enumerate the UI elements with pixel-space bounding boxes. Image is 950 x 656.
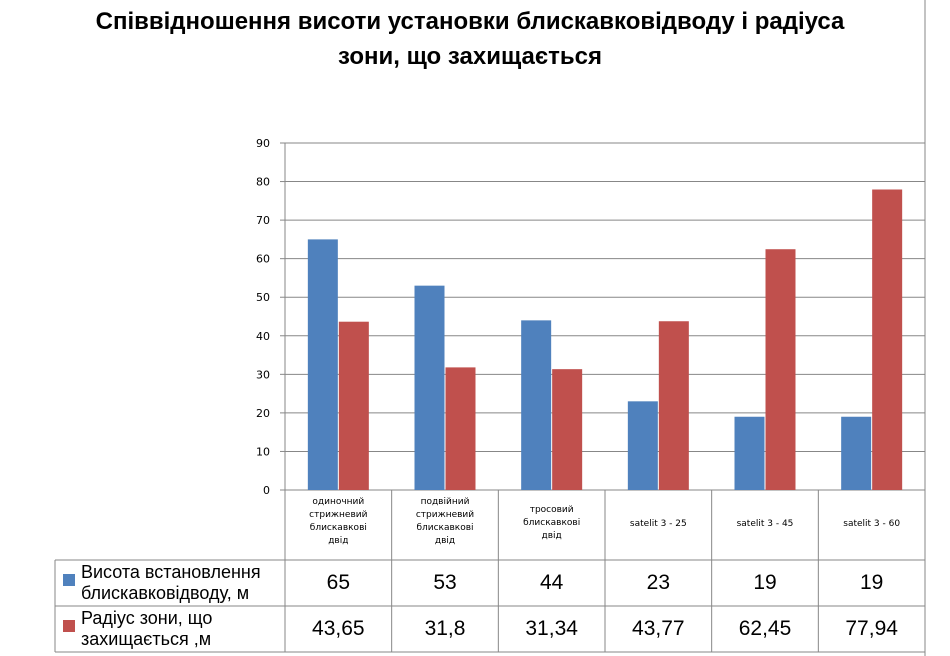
category-label: двід [542, 531, 562, 541]
data-label-series2: 77,94 [845, 617, 898, 640]
legend-label-series2: Радіус зони, що [81, 608, 212, 628]
y-tick-label: 90 [256, 137, 270, 150]
y-tick-label: 70 [256, 214, 270, 227]
bar-series1-3 [521, 320, 552, 490]
y-tick-label: 30 [256, 368, 270, 381]
bar-series1-5 [734, 416, 765, 490]
legend-label-series2: захищається ,м [81, 629, 211, 649]
category-label: стрижневий [309, 510, 367, 520]
data-label-series2: 43,65 [312, 617, 365, 640]
bar-series2-3 [552, 369, 583, 490]
data-label-series1: 53 [433, 571, 456, 594]
y-tick-label: 40 [256, 330, 270, 343]
legend-key-series1 [63, 574, 75, 586]
y-tick-label: 60 [256, 253, 270, 266]
category-label: одиночний [312, 497, 364, 507]
chart-title-line-2: зони, що захищається [338, 43, 602, 70]
data-label-series1: 23 [647, 571, 670, 594]
bar-series1-2 [414, 285, 445, 490]
y-tick-label: 50 [256, 291, 270, 304]
category-label: двід [435, 536, 455, 546]
bar-series2-2 [445, 367, 476, 490]
data-label-series2: 43,77 [632, 617, 685, 640]
category-label: блискавкові [310, 523, 367, 533]
legend-label-series1: блискавковідводу, м [81, 583, 249, 603]
category-label: блискавкові [416, 523, 473, 533]
data-label-series1: 19 [753, 571, 776, 594]
category-label: двід [328, 536, 348, 546]
data-label-series2: 31,34 [525, 617, 578, 640]
chart-title-line-1: Співвідношення висоти установки блискавк… [95, 8, 845, 35]
bar-series2-6 [872, 189, 903, 491]
category-label: подвійний [421, 497, 470, 507]
data-label-series2: 31,8 [425, 617, 466, 640]
category-label: блискавкові [523, 518, 580, 528]
legend-key-series2 [63, 620, 75, 632]
bar-series1-6 [841, 416, 872, 490]
y-tick-label: 20 [256, 407, 270, 420]
bar-series1-1 [307, 239, 338, 490]
category-label: тросовий [530, 505, 574, 515]
data-label-series1: 19 [860, 571, 883, 594]
data-label-series2: 62,45 [739, 617, 792, 640]
y-tick-label: 10 [256, 445, 270, 458]
data-label-series1: 44 [540, 571, 564, 594]
data-label-series1: 65 [327, 571, 350, 594]
bar-series2-4 [658, 321, 689, 490]
category-label: стрижневий [416, 510, 474, 520]
y-tick-label: 0 [263, 484, 270, 497]
y-tick-label: 80 [256, 176, 270, 189]
bar-series2-5 [765, 249, 796, 490]
legend-label-series1: Висота встановлення [81, 562, 261, 582]
bar-series2-1 [338, 321, 369, 490]
category-label: satelit 3 - 25 [630, 519, 687, 529]
bar-series1-4 [627, 401, 658, 490]
category-label: satelit 3 - 60 [843, 519, 900, 529]
category-label: satelit 3 - 45 [737, 519, 794, 529]
chart-title: Співвідношення висоти установки блискавк… [60, 4, 880, 74]
